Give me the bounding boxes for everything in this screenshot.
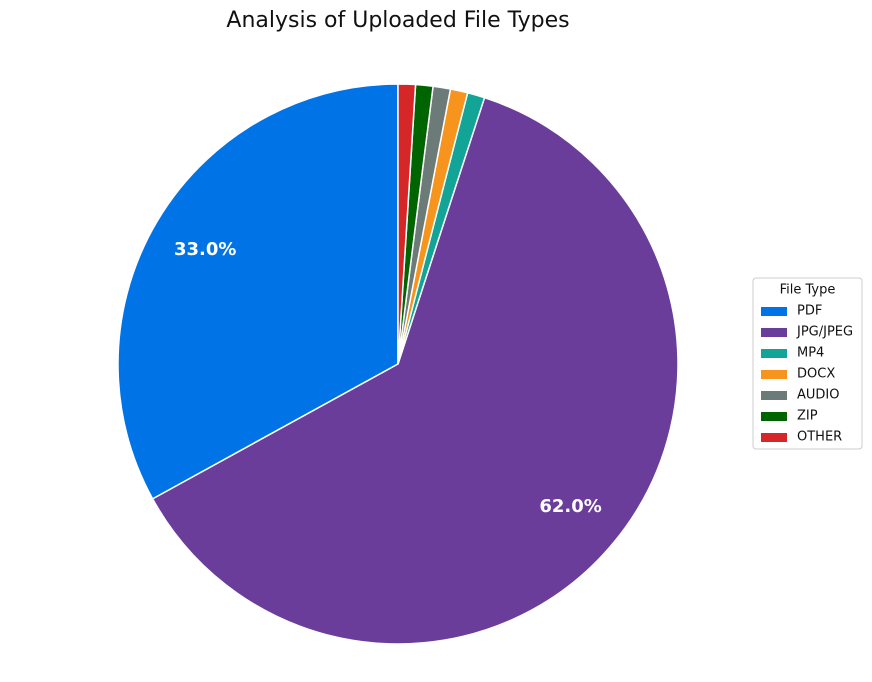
legend-swatch [761,307,787,316]
legend-swatch [761,349,787,358]
legend-label: AUDIO [797,388,840,403]
pie-slice [151,96,679,645]
legend-label: DOCX [797,367,835,382]
chart-title: Analysis of Uploaded File Types [226,8,569,33]
legend-swatch [761,433,787,442]
slice-label: 62.0% [539,496,601,517]
slice-label: 33.0% [174,239,236,260]
legend-label: OTHER [797,430,842,445]
legend-swatch [761,412,787,421]
legend-swatch [761,328,787,337]
pie-slice [117,83,399,500]
legend-label: JPG/JPEG [796,325,853,340]
legend-swatch [761,370,787,379]
legend-label: MP4 [797,346,824,361]
legend-label: PDF [797,304,822,319]
legend-box [752,277,863,450]
pie-slice [397,83,417,365]
legend-title: File Type [780,283,836,298]
legend-label: ZIP [797,409,818,424]
legend-swatch [761,391,787,400]
